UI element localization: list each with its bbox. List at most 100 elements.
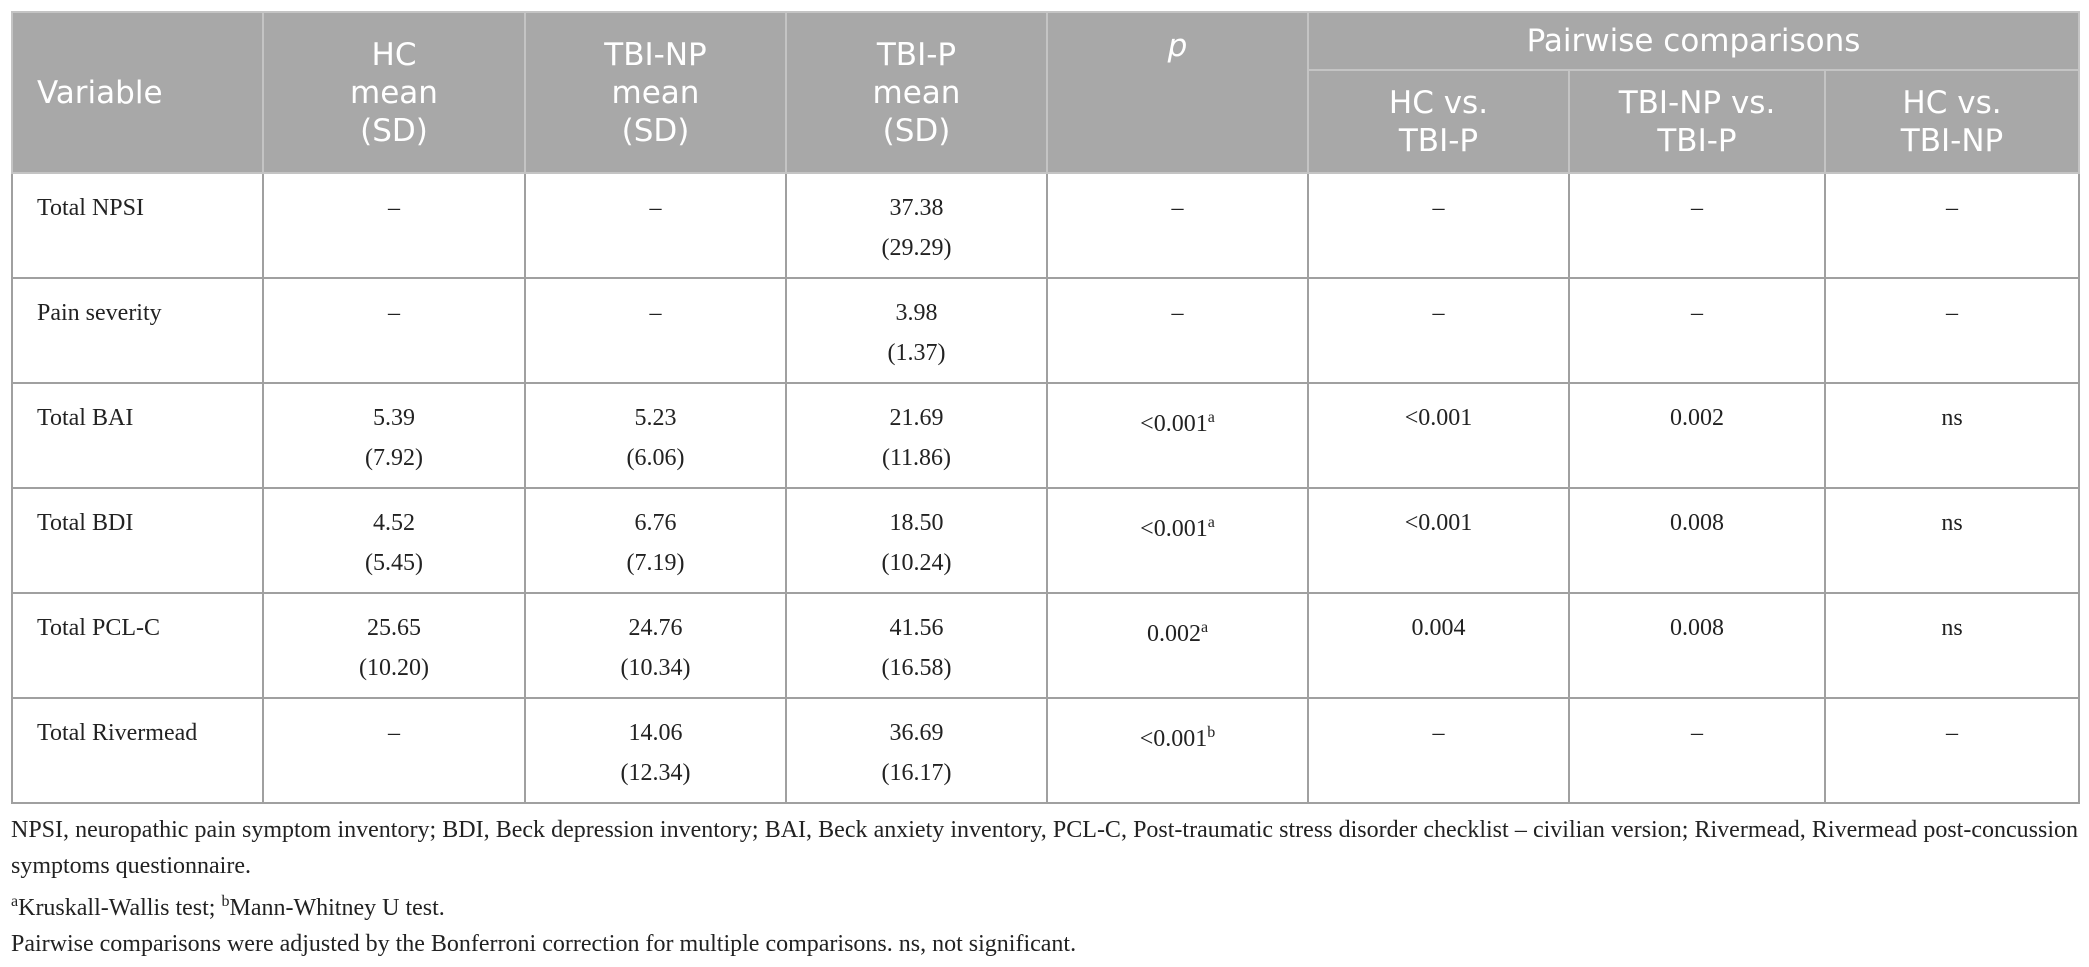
footnote: NPSI, neuropathic pain symptom inventory… xyxy=(11,817,2078,879)
cell-line: 41.56 xyxy=(889,615,944,641)
cell-text: <0.001 xyxy=(1140,411,1208,437)
table-cell: Pain severity xyxy=(11,277,264,384)
cell-line: 18.50 xyxy=(889,510,944,536)
table-cell: – xyxy=(1307,277,1570,384)
header-cell: TBI-P mean (SD) xyxy=(785,11,1048,174)
table-row: Total BDI 4.52 (5.45) 6.76 (7.19) 18.50 (10.24… xyxy=(11,487,2081,594)
cell-line: 37.38 xyxy=(889,195,944,221)
cell-text: 0.002 xyxy=(1146,621,1201,647)
footnote: aKruskall-Wallis test; bMann-Whitney U t… xyxy=(11,884,2078,926)
table-cell: 0.002 xyxy=(1568,382,1826,489)
header-cell: HC vs. TBI-P xyxy=(1307,69,1570,174)
header-line: TBI-NP xyxy=(604,36,707,73)
table-cell: 0.008 xyxy=(1568,487,1826,594)
header-line: TBI-NP vs. xyxy=(1618,84,1776,121)
footnote-text: Mann-Whitney U test. xyxy=(229,895,445,921)
header-line: HC vs. xyxy=(1388,84,1489,121)
table-cell: – xyxy=(262,172,526,279)
table-cell: – xyxy=(524,277,787,384)
table-cell: 5.39 (7.92) xyxy=(262,382,526,489)
superscript: a xyxy=(11,893,19,910)
table-cell: 14.06 (12.34) xyxy=(524,697,787,804)
header-line: HC xyxy=(371,36,417,73)
cell-line: (12.34) xyxy=(620,760,691,786)
table-cell: – xyxy=(1568,277,1826,384)
table-cell: Total NPSI xyxy=(11,172,264,279)
header-line: (SD) xyxy=(621,112,690,149)
superscript: b xyxy=(221,893,230,910)
table-row: Pain severity – –3.98 (1.37) – – – – xyxy=(11,277,2081,384)
header-line: mean xyxy=(872,74,961,111)
table-cell: 0.004 xyxy=(1307,592,1570,699)
table-cell: – xyxy=(1823,277,2081,384)
cell-line: 3.98 xyxy=(895,300,938,326)
table-cell: <0.001 xyxy=(1307,487,1570,594)
cell-line: 5.39 xyxy=(373,405,415,431)
cell-line: 4.52 xyxy=(373,510,415,536)
cell-line: (11.86) xyxy=(881,445,952,471)
table-cell: 21.69 (11.86) xyxy=(785,382,1048,489)
superscript: a xyxy=(1207,409,1215,426)
table-row: Total NPSI – –37.38 (29.29) – – – – xyxy=(11,172,2081,279)
superscript: a xyxy=(1207,514,1215,531)
table-cell: – xyxy=(1823,172,2081,279)
cell-line: (7.92) xyxy=(365,445,423,471)
cell-line: 14.06 xyxy=(628,720,683,746)
table-cell: – xyxy=(524,172,787,279)
header-line: (SD) xyxy=(360,112,428,149)
cell-line: 36.69 xyxy=(889,720,944,746)
cell-line: (6.06) xyxy=(626,445,685,471)
header-cell: HC vs. TBI-NP xyxy=(1823,69,2081,174)
cell-line: 24.76 xyxy=(628,615,683,641)
header-line: HC vs. xyxy=(1902,84,2002,121)
table-cell: <0.001 xyxy=(1307,382,1570,489)
table-cell: 4.52 (5.45) xyxy=(262,487,526,594)
cell-line: 21.69 xyxy=(889,405,944,431)
table-cell: 36.69 (16.17) xyxy=(785,697,1048,804)
cell-line: 6.76 xyxy=(634,510,677,536)
table-cell: – xyxy=(1307,172,1570,279)
table-cell: ns xyxy=(1823,382,2081,489)
cell-line: 25.65 xyxy=(367,615,421,641)
table-cell: 37.38 (29.29) xyxy=(785,172,1048,279)
header-line: mean xyxy=(611,74,700,111)
cell-line: (29.29) xyxy=(881,235,952,261)
header-cell: Variable xyxy=(11,11,264,174)
cell-line: (10.24) xyxy=(881,550,952,576)
cell-line: (7.19) xyxy=(626,550,685,576)
header-line: TBI-P xyxy=(1398,122,1479,159)
header-cell: HC mean (SD) xyxy=(262,11,526,174)
table-cell: Total PCL-C xyxy=(11,592,264,699)
cell-line: (16.58) xyxy=(881,655,952,681)
table-cell: 24.76 (10.34) xyxy=(524,592,787,699)
table-header: Variable HC mean (SD) TBI-NP mean (SD) TBI-P mea… xyxy=(11,11,2081,174)
cell-line: (10.34) xyxy=(620,655,691,681)
header-line: mean xyxy=(350,74,438,111)
header-row: Variable HC mean (SD) TBI-NP mean (SD) TBI-P mea… xyxy=(11,11,2081,174)
header-cell: TBI-NP mean (SD) xyxy=(524,11,787,174)
table-cell: 5.23 (6.06) xyxy=(524,382,787,489)
cell-line: (16.17) xyxy=(881,760,952,786)
table-cell: – xyxy=(262,277,526,384)
cell-line: (10.20) xyxy=(359,655,429,681)
table-cell: 18.50 (10.24) xyxy=(785,487,1048,594)
table-cell: 0.008 xyxy=(1568,592,1826,699)
table-cell: <0.001a xyxy=(1046,382,1309,489)
footnote: Pairwise comparisons were adjusted by th… xyxy=(11,931,1077,957)
header-cell: Pairwise comparisons xyxy=(1306,11,2081,71)
table-cell: – xyxy=(1046,172,1309,279)
header-line: TBI-P xyxy=(876,36,957,73)
table-cell: ns xyxy=(1823,592,2081,699)
cell-text: <0.001 xyxy=(1140,516,1208,542)
table-cell: – xyxy=(1046,277,1309,384)
table-cell: <0.001a xyxy=(1046,487,1309,594)
table-cell: – xyxy=(1568,697,1826,804)
header-line: TBI-NP xyxy=(1900,122,2004,159)
superscript: a xyxy=(1200,619,1209,636)
table-cell: 0.002a xyxy=(1046,592,1309,699)
table-cell: – xyxy=(1307,697,1570,804)
table-row: Total PCL-C 25.65 (10.20) 24.76 (10.34) 41.56… xyxy=(11,592,2081,699)
cell-text: <0.001 xyxy=(1139,726,1208,752)
header-cell: p xyxy=(1046,11,1309,174)
